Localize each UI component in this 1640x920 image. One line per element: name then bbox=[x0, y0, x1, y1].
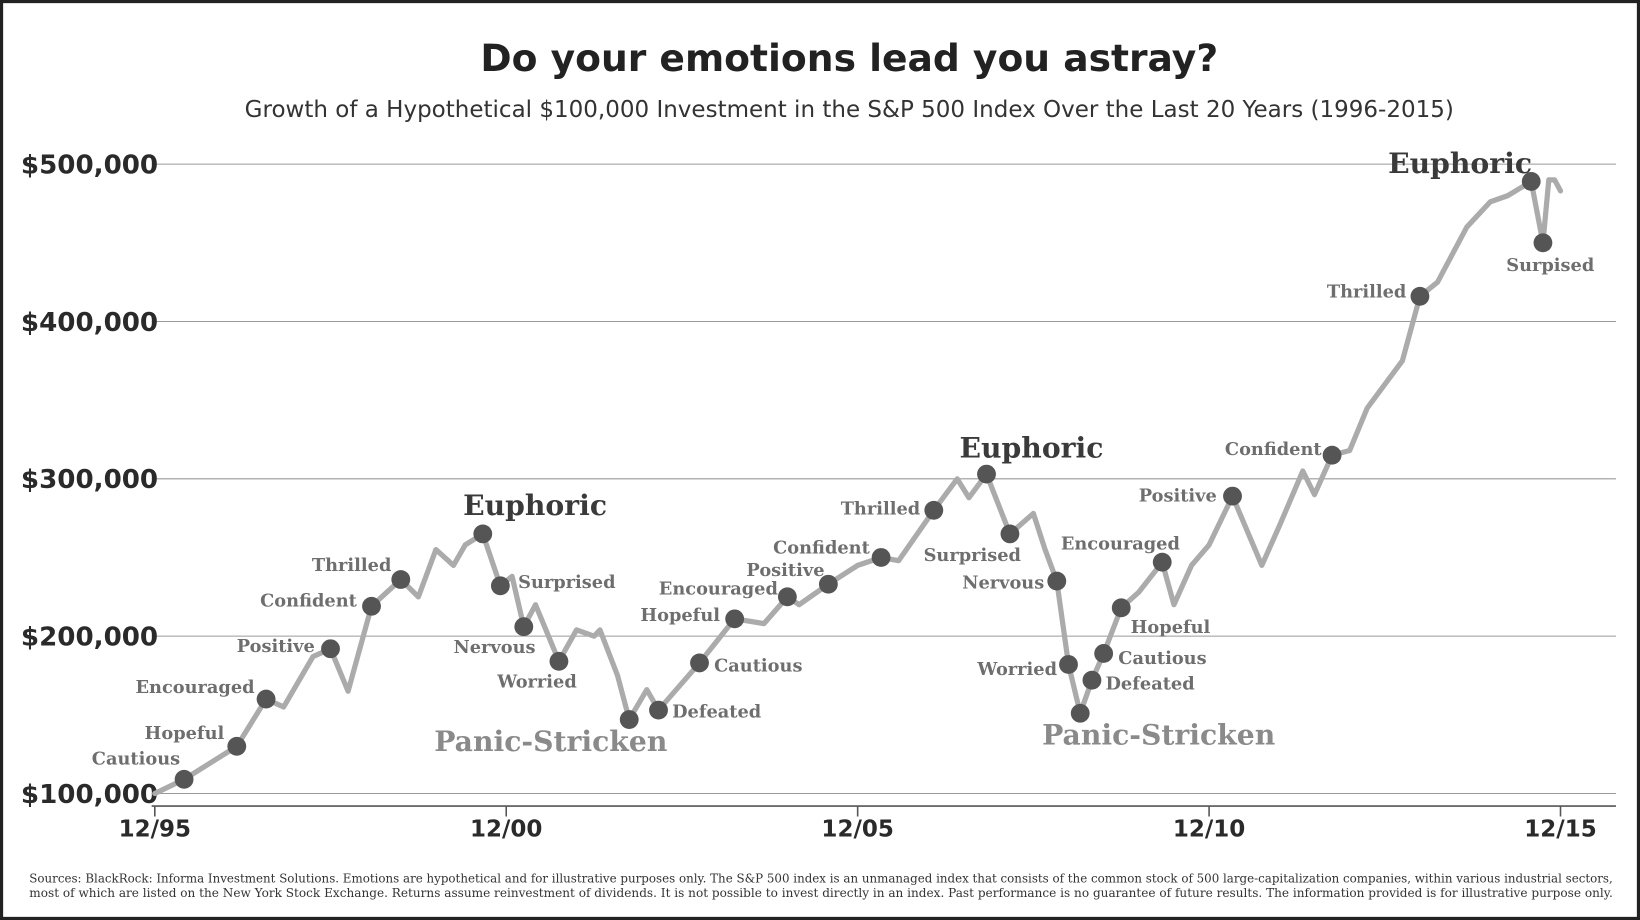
emotion-point bbox=[725, 609, 745, 629]
emotion-point bbox=[1094, 644, 1114, 663]
emotion-label: Cautious bbox=[1118, 648, 1206, 669]
emotion-point bbox=[871, 548, 891, 567]
emotion-point bbox=[1070, 703, 1090, 723]
emotion-point bbox=[1047, 571, 1067, 591]
emotion-label: Encouraged bbox=[659, 579, 778, 600]
x-tick-label: 12/10 bbox=[1173, 816, 1245, 842]
emotion-point bbox=[514, 617, 534, 637]
emotion-label: Hopeful bbox=[145, 723, 225, 744]
emotion-label: Euphoric bbox=[960, 430, 1104, 464]
emotion-point bbox=[1410, 286, 1430, 306]
emotion-point bbox=[977, 464, 996, 484]
emotion-label: Euphoric bbox=[1388, 146, 1532, 180]
emotion-label: Confident bbox=[1225, 439, 1322, 460]
emotion-label: Thrilled bbox=[1327, 281, 1406, 302]
emotion-label: Surprised bbox=[924, 545, 1021, 566]
emotion-point bbox=[549, 651, 569, 671]
y-tick-label: $300,000 bbox=[21, 465, 158, 495]
emotion-point bbox=[174, 769, 194, 789]
emotion-label: Thrilled bbox=[312, 555, 391, 576]
emotion-point bbox=[321, 639, 340, 659]
plot bbox=[152, 172, 1564, 797]
x-tick-label: 12/00 bbox=[470, 816, 542, 842]
emotion-point bbox=[1111, 598, 1131, 618]
emotion-label: Thrilled bbox=[841, 498, 920, 519]
emotion-label: Panic-Stricken bbox=[434, 724, 667, 758]
emotion-label: Hopeful bbox=[640, 605, 720, 626]
emotion-label: Encouraged bbox=[1061, 534, 1180, 555]
emotion-point bbox=[619, 710, 639, 729]
footnote: most of which are listed on the New York… bbox=[29, 886, 1613, 900]
emotion-label: Worried bbox=[976, 659, 1057, 680]
x-tick-label: 12/15 bbox=[1524, 816, 1596, 842]
y-tick-label: $500,000 bbox=[21, 151, 158, 181]
emotion-point bbox=[1059, 655, 1078, 674]
footnote: Sources: BlackRock: Informa Investment S… bbox=[29, 871, 1613, 885]
emotion-point bbox=[256, 689, 276, 709]
emotion-label: Confident bbox=[773, 537, 870, 558]
emotion-point bbox=[1000, 524, 1020, 544]
emotion-label: Positive bbox=[746, 560, 824, 581]
emotion-point bbox=[777, 587, 797, 607]
y-tick-label: $200,000 bbox=[21, 623, 158, 653]
emotion-label: Confident bbox=[260, 590, 357, 611]
emotion-point bbox=[227, 736, 247, 756]
emotion-label: Worried bbox=[496, 671, 577, 692]
emotion-point bbox=[1223, 486, 1242, 506]
emotion-point bbox=[473, 524, 493, 544]
emotion-label: Defeated bbox=[1106, 674, 1195, 695]
emotion-label: Hopeful bbox=[1131, 617, 1211, 638]
x-tick-label: 12/95 bbox=[119, 816, 191, 842]
emotion-point bbox=[690, 653, 709, 673]
emotion-point bbox=[1533, 233, 1553, 253]
emotion-point bbox=[1152, 552, 1172, 572]
emotion-point bbox=[924, 500, 944, 520]
grid: $100,000 $200,000 $300,000 $400,000 $500,000… bbox=[21, 151, 1616, 842]
emotion-label: Panic-Stricken bbox=[1042, 718, 1275, 752]
emotion-label: Cautious bbox=[714, 655, 802, 676]
x-tick-label: 12/05 bbox=[821, 816, 893, 842]
emotion-point bbox=[1082, 670, 1102, 690]
emotion-label: Cautious bbox=[92, 749, 180, 770]
emotion-point bbox=[818, 574, 838, 594]
labels: CautiousHopefulEncouragedPositiveConfide… bbox=[92, 146, 1594, 770]
emotion-point bbox=[1322, 445, 1342, 465]
emotion-point bbox=[1521, 172, 1541, 191]
emotion-label: Surprised bbox=[518, 572, 615, 593]
chart-subtitle: Growth of a Hypothetical $100,000 Invest… bbox=[245, 97, 1454, 123]
y-tick-label: $400,000 bbox=[21, 308, 158, 338]
emotion-label: Positive bbox=[237, 636, 315, 657]
emotion-point bbox=[362, 596, 381, 616]
emotion-point bbox=[490, 576, 510, 596]
emotion-label: Positive bbox=[1139, 485, 1217, 506]
emotion-label: Nervous bbox=[454, 637, 536, 658]
emotion-label: Surpised bbox=[1506, 255, 1594, 276]
emotion-label: Defeated bbox=[672, 701, 761, 722]
y-tick-label: $100,000 bbox=[21, 780, 158, 810]
emotion-label: Euphoric bbox=[463, 488, 607, 522]
emotion-label: Nervous bbox=[962, 572, 1044, 593]
chart-title: Do your emotions lead you astray? bbox=[480, 36, 1218, 80]
emotion-point bbox=[649, 700, 668, 720]
emotion-label: Encouraged bbox=[135, 677, 254, 698]
emotion-point bbox=[391, 570, 411, 589]
